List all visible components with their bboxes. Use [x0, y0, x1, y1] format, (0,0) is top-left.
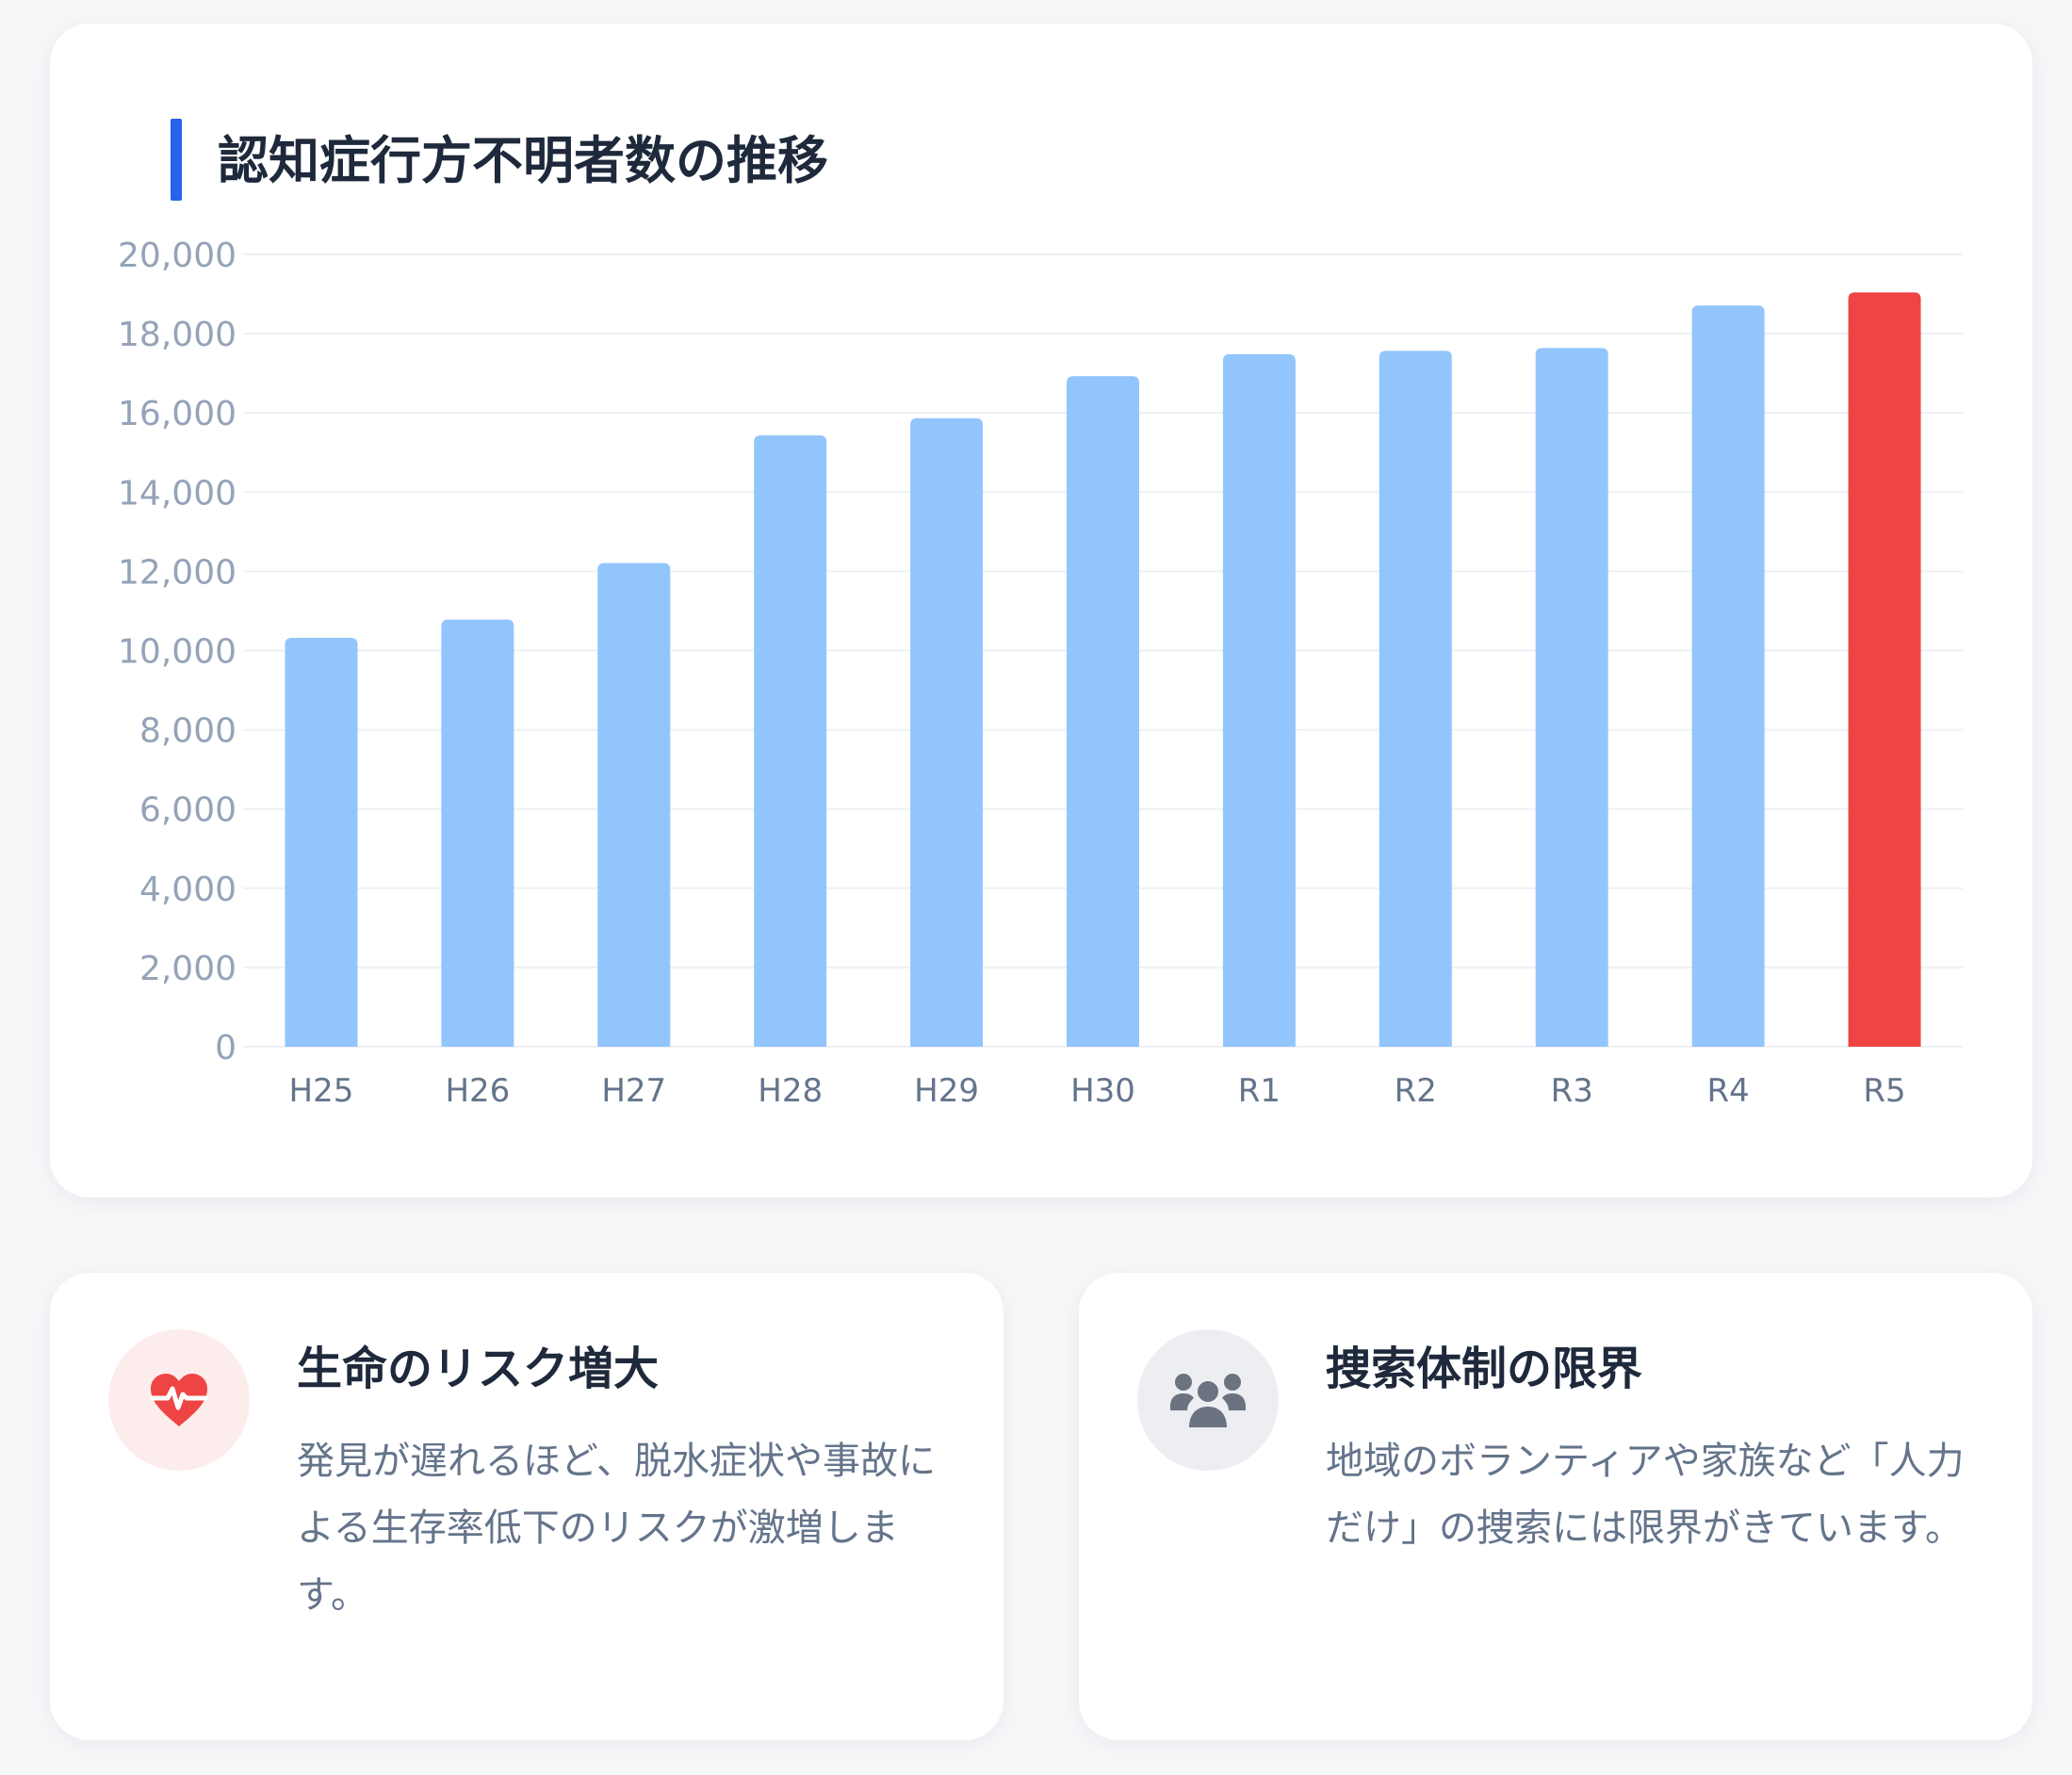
x-tick-label: R5 [1863, 1072, 1905, 1110]
x-tick-label: R2 [1395, 1072, 1437, 1110]
search-limit-card-title: 捜索体制の限界 [1326, 1343, 1643, 1395]
bar-R5 [1848, 292, 1921, 1048]
x-tick-label: R4 [1707, 1072, 1750, 1110]
y-tick-label: 2,000 [139, 950, 237, 988]
chart-title: 認知症行方不明者数の推移 [218, 131, 828, 190]
chart-card: 認知症行方不明者数の推移 0 2,000 4,000 6,000 8,000 10,000… [50, 24, 2032, 1197]
x-tick-label: R1 [1238, 1072, 1281, 1110]
title-accent-bar [171, 119, 182, 201]
bar-R1 [1222, 354, 1296, 1047]
search-limit-card: 捜索体制の限界 地域のボランティアや家族など「人力だけ」の捜索には限界がきていま… [1079, 1273, 2032, 1740]
x-tick-label: H26 [445, 1072, 510, 1110]
search-limit-card-body: 地域のボランティアや家族など「人力だけ」の捜索には限界がきています。 [1326, 1440, 1965, 1550]
bar-chart: 0 2,000 4,000 6,000 8,000 10,000 12,000 14,000 1… [118, 236, 1963, 1110]
x-tick-label: H30 [1070, 1072, 1135, 1110]
y-tick-label: 10,000 [118, 633, 237, 672]
y-tick-label: 4,000 [139, 871, 237, 909]
y-tick-label: 16,000 [118, 395, 237, 433]
users-icon-circle [1137, 1329, 1279, 1471]
heartbeat-icon-circle [108, 1329, 250, 1471]
bar-R2 [1379, 350, 1452, 1048]
bar-H27 [597, 562, 671, 1047]
heartbeat-icon [150, 1374, 208, 1426]
y-tick-label: 14,000 [118, 474, 237, 513]
risk-card-body: 発見が遅れるほど、脱水症状や事故による生存率低下のリスクが激増します。 [297, 1440, 936, 1617]
users-icon [1170, 1374, 1246, 1427]
x-tick-label: H27 [601, 1072, 666, 1110]
risk-card-title: 生命のリスク増大 [297, 1343, 660, 1395]
bar-H28 [754, 435, 827, 1047]
x-tick-label: H29 [914, 1072, 979, 1110]
x-tick-label: R3 [1551, 1072, 1593, 1110]
bar-H26 [441, 619, 514, 1047]
x-tick-label: H25 [289, 1072, 354, 1110]
bar-H25 [285, 637, 358, 1047]
y-tick-label: 0 [215, 1029, 237, 1067]
bar-R3 [1535, 348, 1608, 1047]
risk-card: 生命のリスク増大 発見が遅れるほど、脱水症状や事故による生存率低下のリスクが激増… [50, 1273, 1003, 1740]
y-tick-label: 12,000 [118, 553, 237, 592]
y-tick-label: 6,000 [139, 791, 237, 830]
bar-H30 [1067, 376, 1139, 1048]
y-tick-label: 20,000 [118, 236, 237, 275]
y-tick-label: 8,000 [139, 712, 237, 751]
y-tick-label: 18,000 [118, 316, 237, 354]
bar-R4 [1691, 305, 1765, 1047]
bar-H29 [910, 417, 984, 1048]
x-tick-label: H28 [758, 1072, 823, 1110]
